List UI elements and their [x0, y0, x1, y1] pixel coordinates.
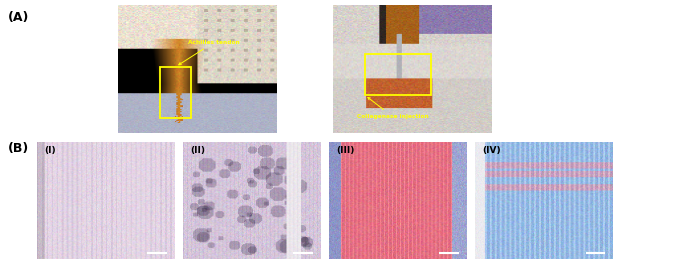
Text: (A): (A) — [8, 11, 30, 24]
Text: (I): (I) — [44, 146, 56, 155]
Bar — [160, 67, 190, 118]
Text: (IV): (IV) — [482, 146, 501, 155]
Text: (B): (B) — [8, 142, 30, 155]
Bar — [365, 54, 431, 95]
Text: Achilles tendon: Achilles tendon — [179, 40, 240, 65]
Text: Collagenase injection: Collagenase injection — [357, 97, 429, 119]
Text: (II): (II) — [190, 146, 205, 155]
Text: (III): (III) — [336, 146, 355, 155]
